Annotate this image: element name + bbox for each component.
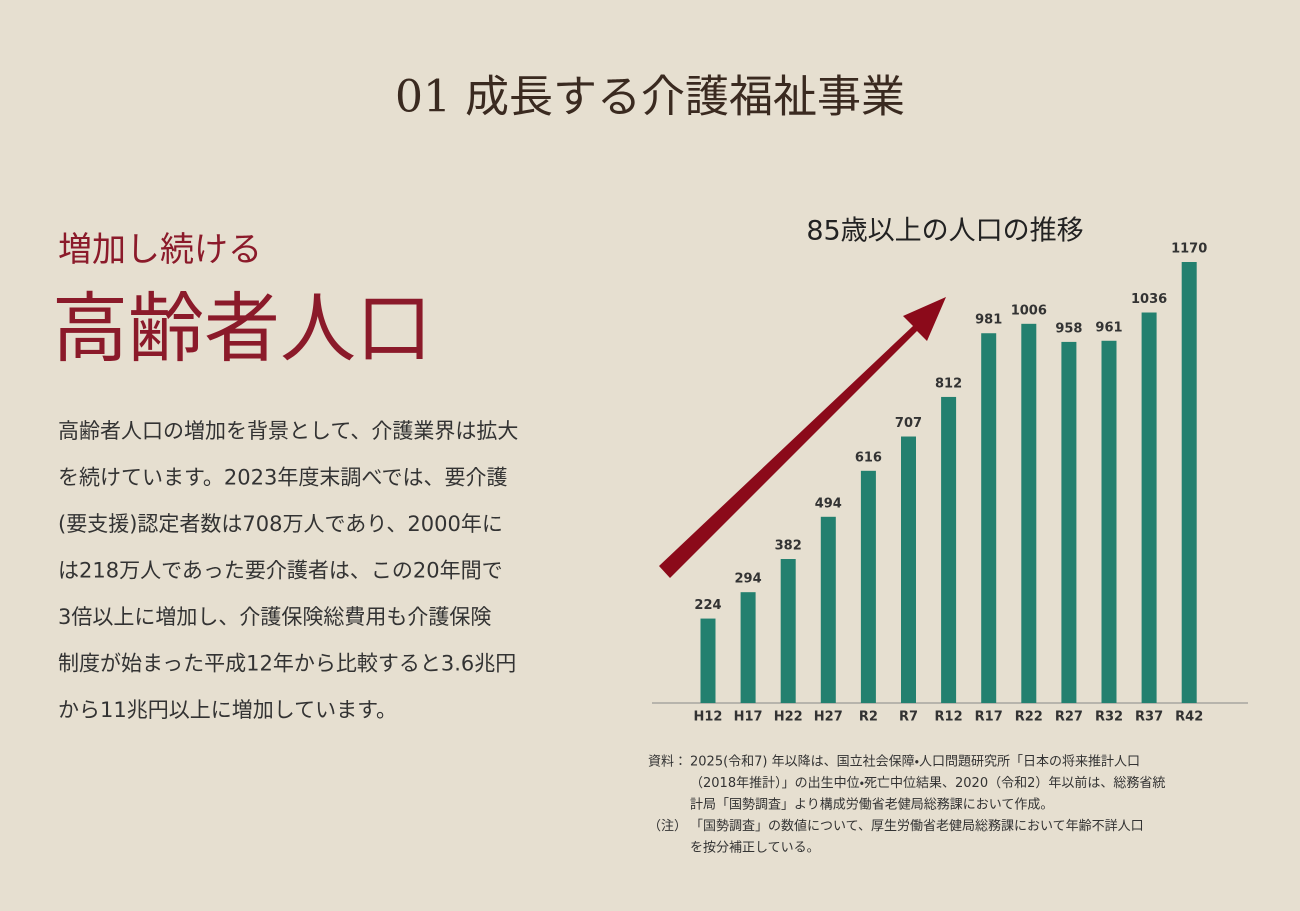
body-line: (要支援)認定者数は708万人であり、2000年に <box>58 512 503 536</box>
value-label: 494 <box>815 496 842 511</box>
body-line: 高齢者人口の増加を背景として、介護業界は拡大 <box>58 419 518 443</box>
value-label: 961 <box>1095 320 1122 335</box>
bar <box>700 618 716 703</box>
x-tick-label: R37 <box>1135 710 1163 725</box>
note-line: を按分補正している。 <box>690 841 820 856</box>
kicker: 増加し続ける <box>58 230 262 270</box>
value-label: 812 <box>935 376 962 391</box>
bar <box>740 592 756 703</box>
note-label: 資料： <box>648 755 687 770</box>
x-tick-label: H27 <box>814 710 843 725</box>
note-line: 2025(令和7) 年以降は、国立社会保障・人口問題研究所「日本の将来推計人口 <box>690 754 1140 770</box>
body-line: を続けています。2023年度末調べでは、要介護 <box>58 466 508 490</box>
x-tick-label: R7 <box>899 710 918 725</box>
x-tick-label: R42 <box>1175 710 1203 725</box>
value-label: 1170 <box>1171 242 1207 257</box>
value-label: 981 <box>975 313 1002 328</box>
x-tick-label: R17 <box>975 710 1003 725</box>
value-label: 958 <box>1055 321 1082 336</box>
value-label: 294 <box>735 572 762 587</box>
bar <box>981 333 997 703</box>
x-tick-label: R22 <box>1015 710 1043 725</box>
bar <box>1021 323 1037 703</box>
body-line: 3倍以上に増加し、介護保険総費用も介護保険 <box>58 605 491 629</box>
value-label: 382 <box>775 539 802 554</box>
bar <box>820 516 836 703</box>
body-line: から11兆円以上に増加しています。 <box>58 698 397 722</box>
x-tick-label: H12 <box>694 710 723 725</box>
x-tick-label: R12 <box>935 710 963 725</box>
value-label: 1036 <box>1131 292 1167 307</box>
chart-title: 85歳以上の人口の推移 <box>806 216 1083 247</box>
note-line: （2018年推計）」の出生中位・死亡中位結果、2020（令和2）年以前は、総務省… <box>690 775 1165 791</box>
x-tick-label: R2 <box>859 710 878 725</box>
note-line: 「国勢調査」の数値について、厚生労働省老健局総務課において年齢不詳人口 <box>690 818 1144 834</box>
notes: 資料： 2025(令和7) 年以降は、国立社会保障・人口問題研究所「日本の将来推計… <box>648 754 1165 856</box>
body-text: 高齢者人口の増加を背景として、介護業界は拡大を続けています。2023年度末調べで… <box>58 419 518 722</box>
body-line: は218万人であった要介護者は、この20年間で <box>58 559 503 583</box>
bars: H12 224 H17 294 H22 382 H27 494 R2 616 R7 707 R12 812… <box>694 242 1208 725</box>
note-line: 計局「国勢調査」より構成労働省老健局総務課において作成。 <box>690 797 1053 813</box>
bar <box>1101 340 1117 703</box>
bar <box>901 436 916 703</box>
value-label: 1006 <box>1011 303 1047 318</box>
headline: 高齢者人口 <box>52 284 432 373</box>
note-label: （注） <box>648 819 687 834</box>
body-line: 制度が始まった平成12年から比較すると3.6兆円 <box>58 652 516 676</box>
x-tick-label: R32 <box>1095 710 1123 725</box>
value-label: 707 <box>895 416 922 431</box>
bar <box>1061 341 1077 703</box>
growth-arrow <box>659 297 946 578</box>
value-label: 224 <box>694 598 721 613</box>
bar <box>860 470 876 703</box>
bar <box>1141 312 1157 703</box>
page-title: 01 成長する介護福祉事業 <box>395 72 905 123</box>
x-tick-label: H17 <box>734 710 763 725</box>
bar <box>941 396 957 703</box>
x-tick-label: R27 <box>1055 710 1083 725</box>
bar <box>780 559 796 703</box>
value-label: 616 <box>855 450 882 465</box>
bar <box>1181 262 1197 703</box>
x-tick-label: H22 <box>774 710 803 725</box>
